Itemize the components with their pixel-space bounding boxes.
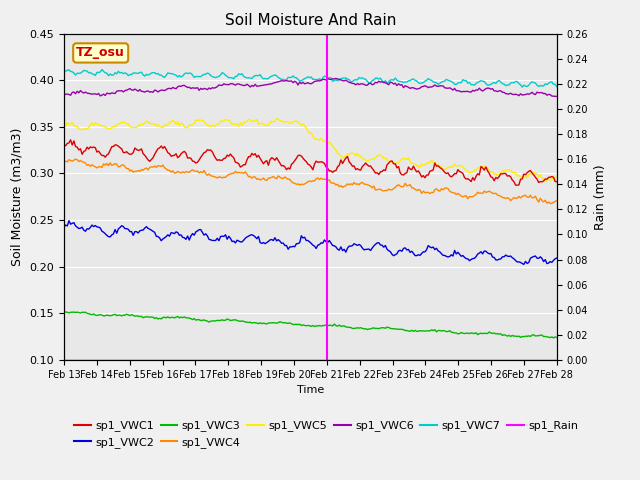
sp1_VWC5 [62, 123, 70, 129]
sp1_VWC4 [548, 201, 556, 206]
sp1_VWC1 [62, 143, 70, 148]
sp1_Rain [353, 357, 361, 363]
sp1_VWC1 [353, 166, 361, 171]
sp1_VWC4 [508, 196, 516, 202]
sp1_VWC6 [553, 94, 561, 99]
sp1_VWC3 [352, 325, 360, 331]
sp1_VWC5 [477, 164, 485, 169]
sp1_VWC3 [362, 326, 369, 332]
sp1_VWC5 [353, 150, 361, 156]
sp1_Rain [352, 357, 360, 363]
sp1_VWC1 [477, 164, 485, 169]
sp1_VWC4 [364, 182, 371, 188]
sp1_VWC5 [543, 178, 551, 184]
sp1_VWC7 [518, 84, 526, 90]
Line: sp1_VWC5: sp1_VWC5 [64, 119, 557, 181]
X-axis label: Time: Time [297, 385, 324, 395]
sp1_VWC3 [62, 309, 70, 315]
sp1_VWC1 [553, 179, 561, 184]
sp1_VWC2 [65, 218, 73, 224]
sp1_VWC2 [520, 262, 527, 267]
sp1_VWC7 [353, 77, 361, 83]
sp1_VWC4 [477, 190, 485, 196]
sp1_VWC1 [508, 177, 516, 183]
sp1_VWC6 [60, 93, 68, 98]
Line: sp1_VWC2: sp1_VWC2 [64, 221, 557, 264]
sp1_VWC6 [355, 82, 363, 87]
sp1_VWC6 [477, 87, 485, 93]
sp1_VWC2 [553, 255, 561, 261]
Title: Soil Moisture And Rain: Soil Moisture And Rain [225, 13, 396, 28]
Text: TZ_osu: TZ_osu [76, 47, 125, 60]
sp1_VWC3 [550, 335, 557, 341]
sp1_VWC1 [60, 142, 68, 148]
sp1_VWC6 [332, 75, 340, 81]
sp1_VWC5 [364, 158, 371, 164]
sp1_VWC6 [353, 81, 361, 86]
sp1_VWC5 [508, 169, 516, 175]
sp1_VWC7 [62, 68, 70, 74]
sp1_Rain [62, 357, 70, 363]
sp1_VWC7 [477, 78, 485, 84]
sp1_VWC4 [72, 156, 79, 162]
sp1_VWC3 [507, 334, 515, 339]
sp1_VWC5 [355, 153, 363, 159]
sp1_VWC5 [273, 116, 280, 121]
sp1_VWC2 [477, 249, 485, 254]
sp1_Rain [476, 357, 483, 363]
sp1_VWC2 [364, 246, 371, 252]
sp1_VWC5 [60, 123, 68, 129]
Line: sp1_VWC4: sp1_VWC4 [64, 159, 557, 204]
sp1_VWC2 [508, 255, 516, 261]
Line: sp1_VWC7: sp1_VWC7 [64, 70, 557, 87]
sp1_VWC2 [353, 242, 361, 248]
sp1_VWC3 [60, 309, 68, 314]
Y-axis label: Soil Moisture (m3/m3): Soil Moisture (m3/m3) [11, 128, 24, 266]
sp1_VWC7 [355, 75, 363, 81]
sp1_Rain [60, 357, 68, 363]
sp1_VWC6 [364, 83, 371, 88]
Legend: sp1_VWC1, sp1_VWC2, sp1_VWC3, sp1_VWC4, sp1_VWC5, sp1_VWC6, sp1_VWC7, sp1_Rain: sp1_VWC1, sp1_VWC2, sp1_VWC3, sp1_VWC4, … [70, 416, 582, 452]
Line: sp1_VWC1: sp1_VWC1 [64, 140, 557, 185]
sp1_VWC1 [513, 182, 521, 188]
sp1_VWC4 [62, 158, 70, 164]
sp1_VWC1 [355, 167, 363, 173]
sp1_VWC7 [553, 84, 561, 90]
Line: sp1_VWC6: sp1_VWC6 [64, 78, 557, 96]
sp1_VWC1 [364, 162, 371, 168]
sp1_VWC3 [553, 335, 561, 340]
sp1_VWC6 [62, 91, 70, 97]
sp1_VWC7 [364, 78, 371, 84]
sp1_VWC3 [476, 331, 483, 336]
sp1_VWC4 [60, 159, 68, 165]
sp1_Rain [553, 357, 561, 363]
sp1_VWC1 [67, 137, 74, 143]
sp1_VWC7 [98, 67, 106, 72]
sp1_VWC6 [508, 92, 516, 97]
Y-axis label: Rain (mm): Rain (mm) [594, 164, 607, 229]
sp1_VWC2 [60, 224, 68, 230]
sp1_VWC3 [353, 325, 361, 331]
sp1_VWC7 [508, 80, 516, 85]
sp1_VWC2 [355, 241, 363, 247]
sp1_VWC4 [355, 182, 363, 188]
sp1_VWC4 [553, 198, 561, 204]
sp1_VWC4 [353, 181, 361, 187]
sp1_VWC2 [62, 222, 70, 228]
sp1_VWC5 [553, 174, 561, 180]
sp1_Rain [362, 357, 369, 363]
sp1_Rain [507, 357, 515, 363]
sp1_VWC7 [60, 68, 68, 73]
Line: sp1_VWC3: sp1_VWC3 [64, 312, 557, 338]
